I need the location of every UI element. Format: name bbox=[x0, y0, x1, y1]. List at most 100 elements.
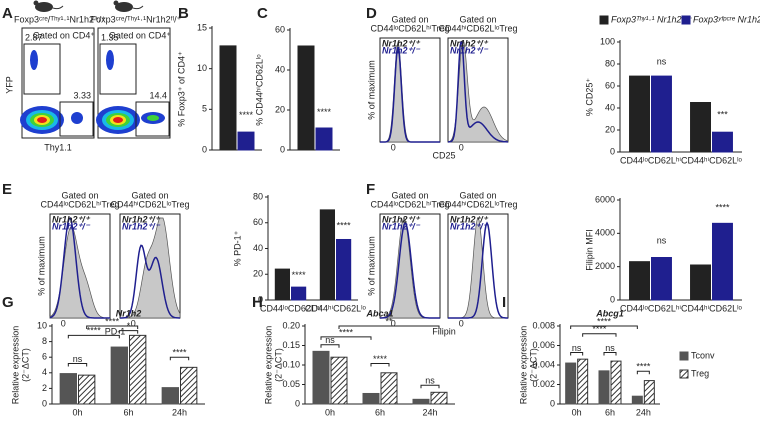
gate-label: CD44ʰⁱCD62LˡᵒTreg bbox=[438, 23, 517, 33]
histogram-ko bbox=[448, 41, 508, 143]
y-tick-label: 8 bbox=[42, 336, 47, 346]
mouse-icons bbox=[33, 0, 144, 12]
gate bbox=[59, 101, 94, 137]
legend-label: Nr1h2⁺/⁺ bbox=[382, 38, 421, 48]
axis-label: Thy1.1 bbox=[44, 142, 72, 152]
sig-label: **** bbox=[292, 270, 307, 280]
histogram-ref bbox=[379, 217, 440, 319]
x-tick-label: CD44ˡᵒCD62Lʰⁱ bbox=[620, 303, 681, 313]
x-tick-label: 0h bbox=[72, 407, 82, 417]
panel-label: B bbox=[178, 5, 189, 22]
gate-label: Gated on bbox=[459, 14, 496, 24]
x-tick-label: 6h bbox=[605, 407, 615, 417]
x-tick-label: CD44ˡᵒCD62Lʰⁱ bbox=[620, 155, 681, 165]
density bbox=[106, 50, 114, 70]
chart-title: Nr1h2 bbox=[116, 308, 142, 318]
bar bbox=[330, 356, 348, 405]
sig-label: **** bbox=[337, 220, 352, 230]
gate-label: CD44ʰⁱCD62LˡᵒTreg bbox=[110, 199, 189, 209]
chart-title: Abca1 bbox=[365, 308, 393, 318]
legend-label: Nr1h2⁺/⁻ bbox=[450, 221, 489, 231]
bar bbox=[631, 395, 643, 405]
density bbox=[37, 117, 47, 123]
histogram-ref bbox=[49, 226, 110, 319]
bar bbox=[598, 370, 610, 405]
y-tick-label: 10 bbox=[37, 320, 47, 330]
y-tick-label: 40 bbox=[253, 243, 263, 253]
y-tick-label: 2000 bbox=[595, 261, 615, 271]
gate bbox=[99, 43, 137, 95]
legend-label: Nr1h2⁺/⁻ bbox=[382, 221, 421, 231]
gate-label: Gated on bbox=[391, 14, 428, 24]
legend-swatch bbox=[679, 369, 689, 379]
legend-label: Foxp3ʸᶠᵖᶜʳᵉ Nr1h2ᶠˡ/⁺ bbox=[693, 14, 760, 24]
bar bbox=[78, 374, 96, 405]
axis-label: CD25 bbox=[432, 150, 455, 160]
y-tick-label: 0 bbox=[258, 294, 263, 304]
y-tick-label: 20 bbox=[253, 269, 263, 279]
y-tick-label: 15 bbox=[197, 22, 207, 32]
bar bbox=[712, 222, 733, 301]
x-tick-label: 6h bbox=[123, 407, 133, 417]
sig-label: ns bbox=[605, 343, 615, 353]
y-tick-label: 4 bbox=[42, 367, 47, 377]
y-tick-label: 40 bbox=[605, 102, 615, 112]
y-tick-label: 0.004 bbox=[532, 359, 555, 369]
panel-label: D bbox=[366, 5, 377, 22]
y-tick-label: 6 bbox=[42, 352, 47, 362]
sig-label: ns bbox=[73, 354, 83, 364]
y-tick-label: 20 bbox=[275, 104, 285, 114]
y-tick-label: 0.10 bbox=[282, 359, 300, 369]
density bbox=[113, 117, 123, 123]
y-tick-label: 6000 bbox=[595, 194, 615, 204]
legend-swatch bbox=[679, 351, 689, 361]
gate-label: CD44ˡᵒCD62LʰⁱTreg bbox=[370, 199, 449, 209]
sig-bracket bbox=[582, 333, 617, 337]
sig-bracket bbox=[118, 330, 139, 334]
x-tick-label: CD44ʰⁱCD62Lˡᵒ bbox=[681, 303, 742, 313]
sig-bracket bbox=[570, 325, 638, 329]
sig-bracket bbox=[67, 362, 88, 367]
bar bbox=[643, 380, 655, 405]
histogram-ref bbox=[380, 40, 440, 143]
sig-label: ** bbox=[385, 316, 393, 326]
x-tick-label: CD44ʰⁱCD62Lˡᵒ bbox=[681, 155, 742, 165]
histogram-ko bbox=[380, 46, 440, 143]
panel-label: I bbox=[502, 294, 506, 311]
sig-label: ns bbox=[572, 343, 582, 353]
y-tick-label: 0.05 bbox=[282, 379, 300, 389]
gate-label: Gated on bbox=[131, 190, 168, 200]
bar bbox=[690, 264, 711, 301]
gate bbox=[135, 101, 170, 137]
y-axis-label: Relative expression bbox=[263, 326, 273, 405]
bar bbox=[336, 238, 352, 301]
panel-label: C bbox=[257, 5, 268, 22]
bar bbox=[651, 257, 672, 301]
sig-label: ns bbox=[657, 57, 667, 67]
sig-bracket bbox=[67, 334, 120, 339]
sig-label: ns bbox=[325, 335, 335, 345]
legend-label: Nr1h2⁺/⁺ bbox=[122, 214, 161, 224]
x-tick-label: 0 bbox=[131, 318, 136, 328]
sig-bracket bbox=[86, 325, 139, 329]
density bbox=[71, 112, 83, 124]
y-axis-label: % CD44ʰⁱCD62Lˡᵒ bbox=[254, 54, 264, 126]
x-tick-label: 6h bbox=[375, 407, 385, 417]
histogram-ko bbox=[448, 221, 508, 319]
y-tick-label: 0.20 bbox=[282, 320, 300, 330]
y-tick-label: 60 bbox=[253, 217, 263, 227]
plot-frame bbox=[97, 27, 171, 139]
y-tick-label: 80 bbox=[605, 58, 615, 68]
legend-label: Nr1h2⁺/⁻ bbox=[450, 45, 489, 55]
bar bbox=[59, 373, 77, 405]
legend-swatch bbox=[599, 15, 609, 25]
sig-label: **** bbox=[636, 362, 651, 372]
y-axis-label: % Foxp3⁺ of CD4⁺ bbox=[176, 51, 186, 127]
y-tick-label: 100 bbox=[600, 36, 615, 46]
bar bbox=[629, 261, 650, 301]
axis-label: PD-1 bbox=[105, 326, 126, 336]
sig-label: **** bbox=[172, 348, 187, 358]
y-axis-label: (2⁻ΔCT) bbox=[20, 348, 30, 382]
sig-label: **** bbox=[373, 354, 388, 364]
